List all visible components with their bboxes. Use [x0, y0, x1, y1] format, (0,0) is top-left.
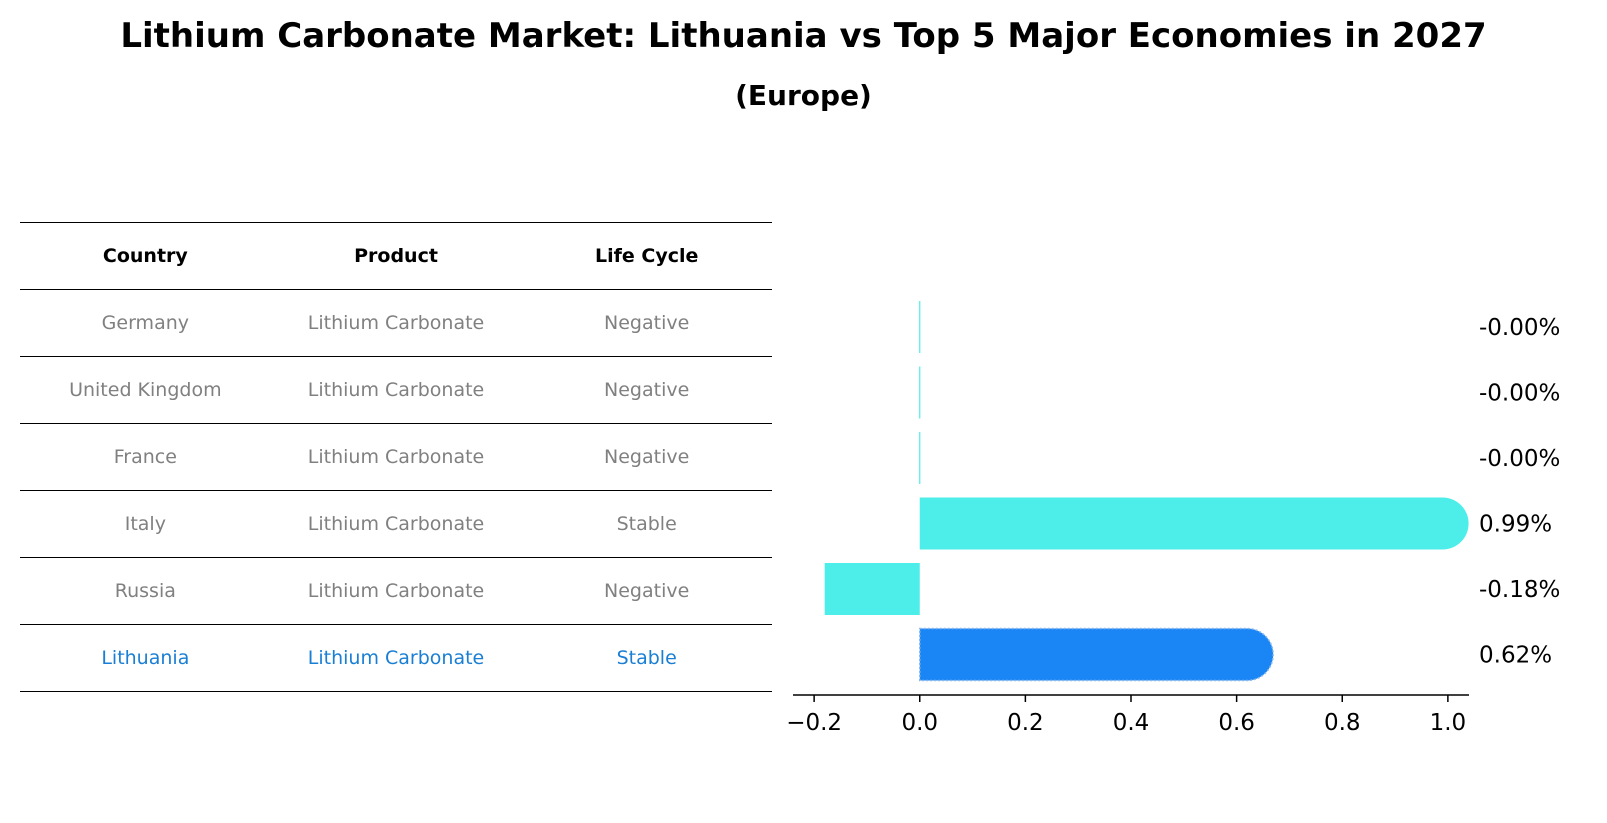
table-row: France Lithium Carbonate Negative — [20, 423, 772, 490]
table-row: Italy Lithium Carbonate Stable — [20, 490, 772, 557]
table-row: United Kingdom Lithium Carbonate Negativ… — [20, 356, 772, 423]
header-life-cycle: Life Cycle — [594, 245, 699, 267]
value-label: 0.99% — [1479, 512, 1552, 538]
value-label: -0.00% — [1479, 315, 1560, 341]
cell-life-cycle: Stable — [616, 647, 677, 669]
cell-life-cycle: Negative — [604, 446, 690, 468]
cell-life-cycle: Negative — [604, 312, 690, 334]
bar — [919, 497, 1469, 550]
table-row-highlighted: Lithuania Lithium Carbonate Stable — [20, 624, 772, 692]
cell-country: Lithuania — [101, 647, 190, 669]
x-tick-label: 0.2 — [1007, 710, 1044, 736]
x-tick-label: 1.0 — [1430, 710, 1467, 736]
cell-product: Lithium Carbonate — [307, 379, 485, 401]
cell-product: Lithium Carbonate — [307, 312, 485, 334]
value-label: -0.00% — [1479, 381, 1560, 407]
value-label: -0.00% — [1479, 446, 1560, 472]
cell-country: Germany — [101, 312, 189, 334]
cell-product: Lithium Carbonate — [307, 647, 485, 669]
x-tick-label: 0.0 — [901, 710, 938, 736]
value-label: 0.62% — [1479, 643, 1552, 669]
cell-life-cycle: Negative — [604, 580, 690, 602]
comparison-table: Country Product Life Cycle Germany Lithi… — [20, 222, 772, 692]
table-row: Germany Lithium Carbonate Negative — [20, 289, 772, 356]
chart-subtitle: (Europe) — [735, 79, 872, 112]
x-tick-label: 0.4 — [1113, 710, 1150, 736]
header-country: Country — [102, 245, 188, 267]
x-tick-label: −0.2 — [786, 710, 842, 736]
bar — [824, 563, 920, 615]
x-tick-label: 0.8 — [1324, 710, 1361, 736]
x-tick-label: 0.6 — [1218, 710, 1255, 736]
table-header-row: Country Product Life Cycle — [20, 222, 772, 289]
value-label: -0.18% — [1479, 577, 1560, 603]
cell-country: France — [113, 446, 177, 468]
cell-country: Italy — [124, 513, 166, 535]
cell-life-cycle: Negative — [604, 379, 690, 401]
cell-country: United Kingdom — [69, 379, 222, 401]
header-product: Product — [354, 245, 438, 267]
cell-product: Lithium Carbonate — [307, 446, 485, 468]
cell-product: Lithium Carbonate — [307, 580, 485, 602]
cell-country: Russia — [114, 580, 176, 602]
cell-life-cycle: Stable — [616, 513, 677, 535]
cell-product: Lithium Carbonate — [307, 513, 485, 535]
bar — [919, 627, 1274, 682]
chart-title: Lithium Carbonate Market: Lithuania vs T… — [120, 16, 1487, 56]
table-row: Russia Lithium Carbonate Negative — [20, 557, 772, 624]
